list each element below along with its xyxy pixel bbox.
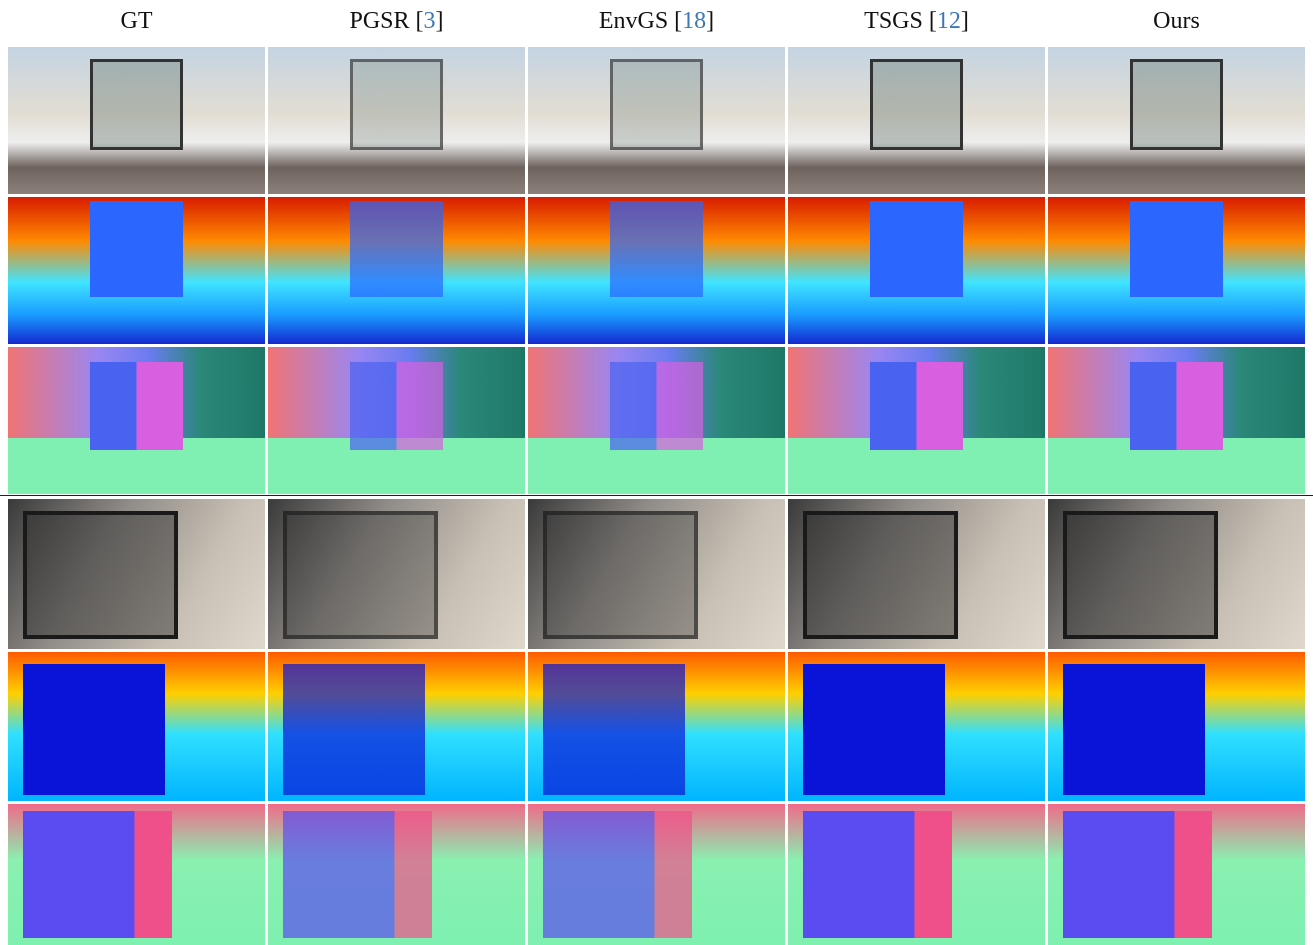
image-panel: [8, 499, 265, 649]
header-text: PGSR [: [349, 8, 423, 34]
image-panel: [1048, 47, 1305, 194]
image-panel: [268, 804, 525, 945]
image-panel: [1048, 347, 1305, 494]
image-panel: [268, 652, 525, 801]
object: [23, 511, 177, 639]
header-text: Ours: [1153, 8, 1200, 34]
header-text: ]: [706, 8, 714, 34]
object: [870, 201, 963, 297]
image-panel: [788, 804, 1045, 945]
object: [90, 362, 183, 450]
object: [543, 811, 692, 938]
header-text: TSGS [: [864, 8, 937, 34]
image-panel: [8, 197, 265, 344]
object: [90, 59, 183, 150]
column-header: PGSR [3]: [268, 8, 525, 35]
image-panel: [268, 197, 525, 344]
image-panel: [528, 499, 785, 649]
citation: 12: [937, 8, 961, 34]
object: [1130, 362, 1223, 450]
object: [283, 664, 424, 795]
image-panel: [528, 197, 785, 344]
image-panel: [788, 499, 1045, 649]
image-panel: [8, 347, 265, 494]
header-text: GT: [121, 8, 153, 34]
object: [1130, 201, 1223, 297]
image-panel: [788, 47, 1045, 194]
object: [1063, 664, 1204, 795]
object: [283, 511, 437, 639]
object: [23, 811, 172, 938]
object: [350, 362, 443, 450]
image-panel: [268, 499, 525, 649]
object: [610, 59, 703, 150]
object: [870, 362, 963, 450]
object: [803, 811, 952, 938]
object: [350, 59, 443, 150]
row-separator: [0, 495, 1313, 496]
header-text: EnvGS [: [599, 8, 682, 34]
object: [1130, 59, 1223, 150]
image-panel: [268, 347, 525, 494]
object: [283, 811, 432, 938]
image-panel: [528, 804, 785, 945]
image-panel: [1048, 804, 1305, 945]
object: [350, 201, 443, 297]
image-panel: [8, 804, 265, 945]
image-panel: [8, 47, 265, 194]
image-panel: [1048, 499, 1305, 649]
image-panel: [528, 652, 785, 801]
object: [610, 362, 703, 450]
object: [1063, 511, 1217, 639]
image-panel: [528, 347, 785, 494]
image-panel: [528, 47, 785, 194]
citation: 3: [424, 8, 436, 34]
column-header: GT: [8, 8, 265, 35]
image-panel: [1048, 197, 1305, 344]
image-panel: [1048, 652, 1305, 801]
object: [1063, 811, 1212, 938]
image-panel: [788, 347, 1045, 494]
column-header: EnvGS [18]: [528, 8, 785, 35]
image-panel: [8, 652, 265, 801]
object: [90, 201, 183, 297]
object: [543, 511, 697, 639]
object: [543, 664, 684, 795]
object: [803, 664, 944, 795]
object: [23, 664, 164, 795]
object: [870, 59, 963, 150]
object: [803, 511, 957, 639]
column-header: Ours: [1048, 8, 1305, 35]
header-text: ]: [436, 8, 444, 34]
column-header: TSGS [12]: [788, 8, 1045, 35]
image-panel: [268, 47, 525, 194]
figure: {"headers": [["GT"], ["PGSR [", "3", "]"…: [0, 0, 1313, 945]
image-panel: [788, 197, 1045, 344]
header-text: ]: [961, 8, 969, 34]
image-panel: [788, 652, 1045, 801]
citation: 18: [682, 8, 706, 34]
object: [610, 201, 703, 297]
